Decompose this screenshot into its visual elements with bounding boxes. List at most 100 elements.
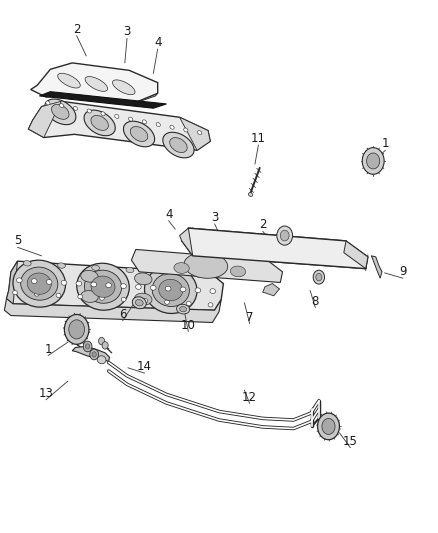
Ellipse shape [145, 266, 197, 313]
Text: 7: 7 [246, 311, 254, 324]
Ellipse shape [91, 116, 109, 131]
Polygon shape [72, 346, 110, 361]
Text: 2: 2 [73, 23, 81, 36]
Circle shape [313, 270, 325, 284]
Ellipse shape [152, 273, 189, 306]
Ellipse shape [177, 304, 190, 314]
Circle shape [64, 314, 89, 344]
Ellipse shape [208, 303, 213, 307]
Ellipse shape [78, 295, 83, 299]
Circle shape [322, 418, 335, 434]
Ellipse shape [163, 132, 194, 158]
Ellipse shape [198, 131, 202, 135]
Ellipse shape [121, 297, 126, 302]
Ellipse shape [85, 270, 122, 303]
Ellipse shape [87, 109, 92, 113]
Ellipse shape [97, 356, 106, 364]
Text: 1: 1 [44, 343, 52, 356]
Text: 15: 15 [343, 435, 358, 448]
Ellipse shape [150, 285, 156, 290]
Ellipse shape [58, 73, 80, 88]
Text: 10: 10 [181, 319, 196, 332]
Polygon shape [263, 284, 279, 296]
Ellipse shape [126, 268, 134, 273]
Polygon shape [7, 261, 18, 304]
Ellipse shape [34, 292, 39, 296]
Circle shape [367, 153, 380, 169]
Polygon shape [28, 101, 210, 150]
Ellipse shape [115, 115, 119, 118]
Ellipse shape [195, 288, 201, 293]
Ellipse shape [45, 99, 76, 125]
Ellipse shape [142, 120, 147, 124]
Ellipse shape [180, 287, 186, 292]
Ellipse shape [84, 110, 115, 136]
Polygon shape [182, 228, 368, 269]
Ellipse shape [32, 279, 37, 284]
Ellipse shape [160, 270, 168, 275]
Polygon shape [28, 101, 61, 138]
Ellipse shape [81, 270, 98, 282]
Ellipse shape [134, 293, 152, 305]
Ellipse shape [91, 282, 97, 287]
Ellipse shape [230, 266, 246, 277]
Ellipse shape [13, 290, 18, 295]
Ellipse shape [156, 123, 160, 126]
Ellipse shape [159, 279, 183, 301]
Ellipse shape [165, 300, 170, 304]
Ellipse shape [106, 283, 112, 288]
Ellipse shape [57, 263, 65, 268]
Polygon shape [344, 241, 368, 269]
Ellipse shape [135, 285, 141, 289]
Text: 3: 3 [124, 26, 131, 38]
Text: 6: 6 [119, 308, 127, 321]
Ellipse shape [143, 298, 148, 303]
Circle shape [90, 349, 99, 360]
Ellipse shape [165, 286, 171, 291]
Polygon shape [35, 85, 158, 105]
Ellipse shape [210, 289, 215, 294]
Circle shape [280, 230, 289, 241]
Ellipse shape [85, 77, 108, 91]
Text: 3: 3 [211, 211, 218, 224]
Text: 8: 8 [312, 295, 319, 308]
Ellipse shape [92, 265, 99, 270]
Text: 4: 4 [154, 36, 162, 49]
Polygon shape [39, 92, 166, 108]
Polygon shape [371, 256, 382, 278]
Text: 12: 12 [242, 391, 257, 403]
Text: 11: 11 [251, 132, 266, 145]
Text: 1: 1 [381, 138, 389, 150]
Ellipse shape [91, 276, 115, 297]
Circle shape [99, 337, 105, 345]
Circle shape [362, 148, 384, 174]
Ellipse shape [130, 126, 148, 141]
Ellipse shape [170, 138, 187, 152]
Ellipse shape [132, 297, 146, 309]
Ellipse shape [184, 128, 188, 132]
Text: 4: 4 [165, 208, 173, 221]
Ellipse shape [180, 306, 187, 312]
Polygon shape [7, 261, 223, 310]
Circle shape [277, 226, 293, 245]
Circle shape [316, 273, 322, 281]
Circle shape [92, 352, 96, 357]
Polygon shape [180, 117, 210, 150]
Ellipse shape [23, 261, 31, 266]
Circle shape [69, 320, 85, 339]
Ellipse shape [73, 106, 78, 110]
Ellipse shape [135, 300, 143, 306]
Ellipse shape [61, 280, 67, 285]
Polygon shape [31, 63, 158, 102]
Text: 14: 14 [137, 360, 152, 373]
Ellipse shape [17, 278, 22, 282]
Ellipse shape [52, 104, 69, 119]
Text: 13: 13 [39, 387, 53, 400]
Polygon shape [4, 298, 221, 322]
Ellipse shape [128, 117, 133, 121]
Polygon shape [131, 249, 283, 282]
Circle shape [83, 341, 92, 352]
Ellipse shape [134, 273, 152, 285]
Ellipse shape [184, 253, 228, 278]
Ellipse shape [77, 263, 129, 310]
